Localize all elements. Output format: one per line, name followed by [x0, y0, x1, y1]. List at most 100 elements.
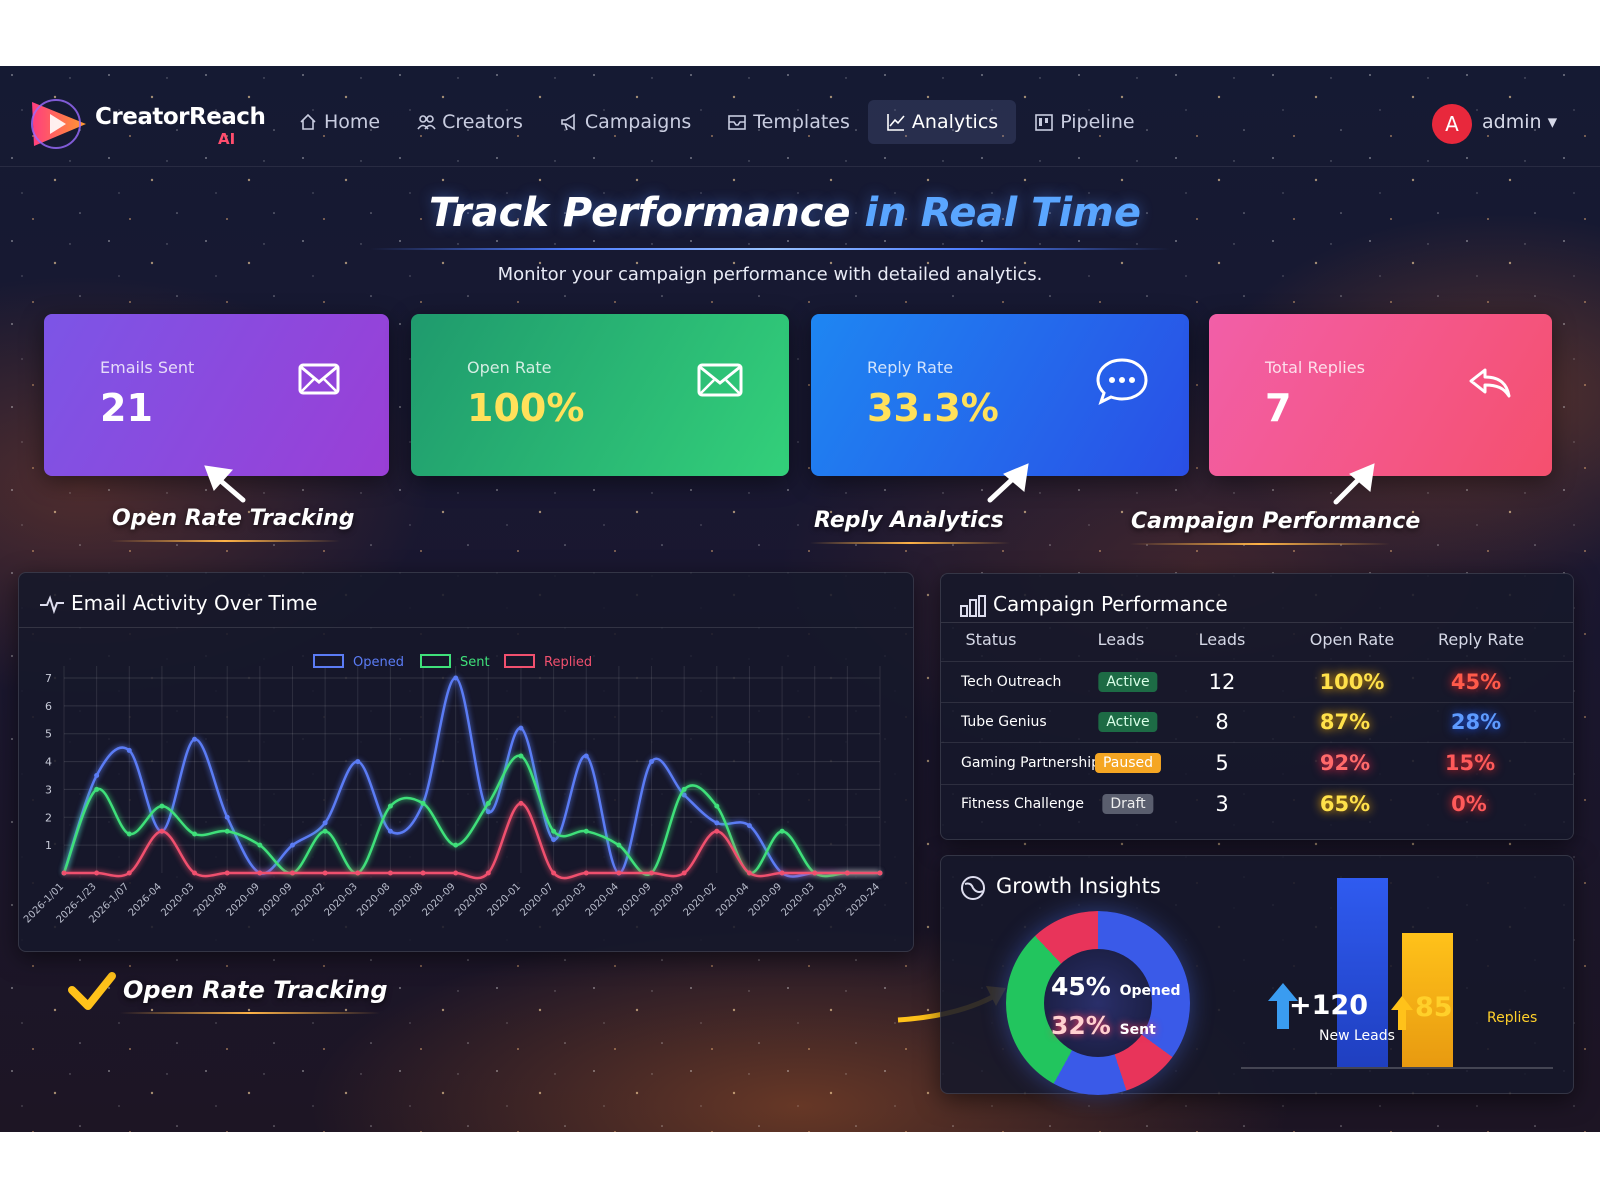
brand[interactable]: CreatorReach: [95, 104, 266, 130]
data-point: [681, 792, 687, 798]
data-point: [877, 870, 883, 876]
data-point: [453, 870, 459, 876]
y-tick-label: 7: [45, 672, 52, 685]
avatar[interactable]: A: [1432, 104, 1472, 144]
x-tick-label: 2020-02: [682, 881, 719, 918]
y-tick-label: 1: [45, 839, 52, 852]
callout: Reply Analytics: [814, 508, 1004, 533]
nav-item[interactable]: Pipeline: [1016, 100, 1152, 144]
reply-rate: 45%: [1450, 670, 1502, 694]
x-tick-label: 2020-03: [159, 881, 196, 918]
data-point: [518, 800, 524, 806]
x-tick-label: 2020-04: [584, 881, 621, 918]
data-point: [289, 870, 295, 876]
y-tick-label: 2: [45, 811, 52, 824]
replies-caption: Replies: [1487, 1010, 1538, 1026]
sent-label: Sent: [1119, 1022, 1156, 1038]
stat-label: Reply Rate: [867, 358, 954, 377]
chat-icon: [1096, 358, 1148, 405]
nav-label: Templates: [753, 111, 850, 133]
status-badge: Active: [1098, 672, 1158, 692]
stat-card: Emails Sent 21: [44, 314, 389, 476]
data-point: [485, 809, 491, 815]
bar: [1337, 878, 1388, 1067]
data-point: [453, 842, 459, 848]
x-tick-label: 2020-03: [323, 881, 360, 918]
nav-item[interactable]: Analytics: [867, 100, 1017, 144]
x-tick-label: 2020-02: [290, 881, 327, 918]
data-point: [714, 803, 720, 809]
donut-hole: [1044, 949, 1152, 1057]
stat-value: 100%: [467, 386, 585, 430]
data-point: [746, 870, 752, 876]
reply-rate: 28%: [1450, 710, 1502, 734]
callout-underline: [110, 540, 340, 542]
x-tick-label: 2020-07: [518, 881, 555, 918]
hero-subtitle: Monitor your campaign performance with d…: [497, 264, 1043, 285]
data-point: [94, 786, 100, 792]
stat-value: 33.3%: [867, 386, 999, 430]
envelope-icon: [697, 363, 743, 397]
reply-rate: 0%: [1451, 792, 1487, 816]
stat-card: Reply Rate 33.3%: [811, 314, 1189, 476]
y-tick-label: 5: [45, 728, 52, 741]
data-point: [779, 870, 785, 876]
series-line: [62, 754, 880, 878]
series-line: [62, 676, 880, 878]
nav-label: Pipeline: [1060, 111, 1135, 133]
nav-item[interactable]: Templates: [709, 100, 868, 144]
data-point: [224, 870, 230, 876]
x-tick-label: 2020-08: [192, 881, 229, 918]
data-point: [126, 870, 132, 876]
navbar: CreatorReach AI Home Creators Campaigns Tem…: [0, 66, 1600, 167]
activity-panel: Email Activity Over Time 1 2 3 4 5 6 7 2026-1/0…: [18, 572, 914, 952]
data-point: [681, 870, 687, 876]
data-point: [192, 870, 198, 876]
stat-label: Open Rate: [467, 358, 552, 377]
data-point: [159, 803, 165, 809]
open-rate: 65%: [1319, 792, 1371, 816]
data-point: [420, 870, 426, 876]
bar-baseline: [1241, 1067, 1553, 1069]
legend-swatch: [313, 654, 344, 668]
callout-underline: [810, 542, 1010, 544]
data-point: [192, 831, 198, 837]
sent-value: 32%: [1051, 1011, 1111, 1040]
leads-caption: New Leads: [1319, 1028, 1395, 1044]
nav-icon: [417, 115, 436, 130]
status-badge: Paused: [1094, 753, 1162, 773]
nav-item[interactable]: Campaigns: [541, 100, 709, 144]
data-point: [583, 828, 589, 834]
legend-swatch: [420, 654, 451, 668]
campaign-name: Fitness Challenge: [961, 796, 1084, 812]
stat-label: Emails Sent: [100, 358, 195, 377]
stat-label: Total Replies: [1265, 358, 1365, 377]
data-point: [485, 800, 491, 806]
data-point: [420, 800, 426, 806]
y-tick-label: 6: [45, 700, 52, 713]
data-point: [485, 870, 491, 876]
nav-icon: [300, 113, 316, 130]
data-point: [616, 870, 622, 876]
logo[interactable]: [24, 94, 94, 152]
stat-card: Total Replies 7: [1209, 314, 1552, 476]
stat-value: 21: [100, 386, 153, 430]
nav-item[interactable]: Creators: [398, 100, 541, 144]
x-tick-label: 2020-09: [747, 881, 784, 918]
legend-label: Opened: [353, 655, 404, 670]
panel-title: Email Activity Over Time: [71, 591, 318, 615]
campaign-icon: [960, 595, 986, 617]
user-menu[interactable]: admin ▾: [1482, 111, 1558, 133]
table-header: Leads: [1198, 630, 1246, 649]
status-badge: Draft: [1102, 794, 1154, 814]
nav-label: Campaigns: [584, 111, 692, 133]
row-divider: [941, 702, 1573, 703]
data-point: [779, 828, 785, 834]
nav-item[interactable]: Home: [280, 100, 398, 144]
series-line: [63, 802, 880, 880]
up-arrow: [1391, 996, 1413, 1030]
line-chart: 12345672026-1/012026-1/232026-1/072026-0…: [22, 654, 883, 926]
data-point: [387, 870, 393, 876]
data-point: [355, 870, 361, 876]
data-point: [126, 831, 132, 837]
